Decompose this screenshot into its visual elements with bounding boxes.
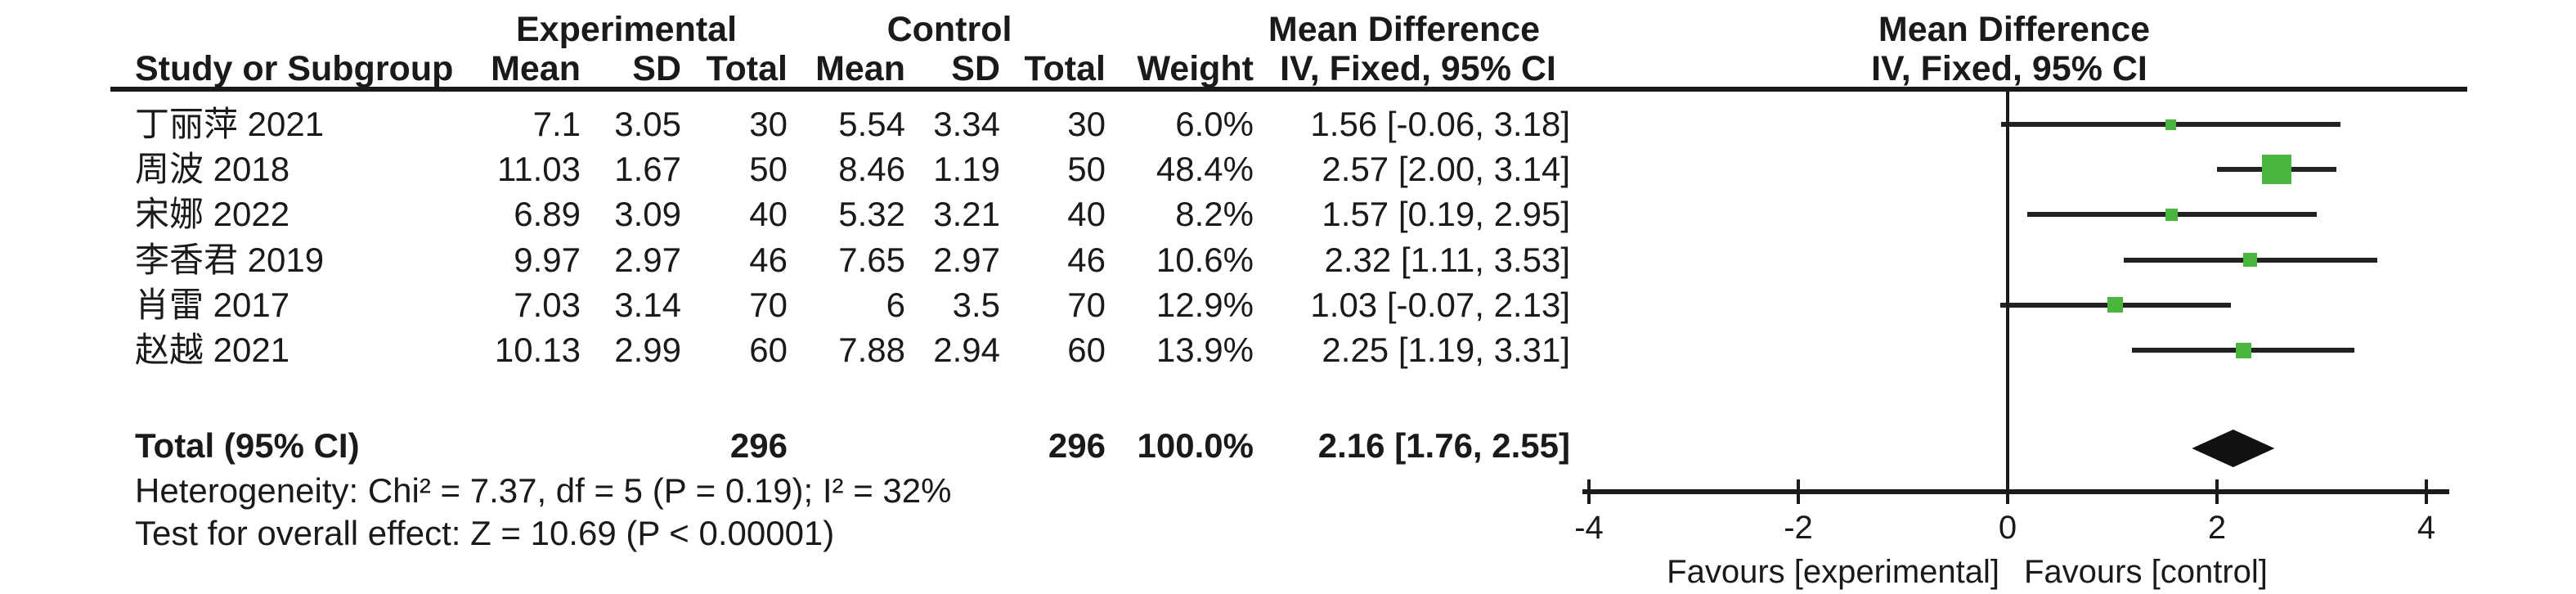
effect-square: [2107, 297, 2124, 313]
cell-sd-control: 2.94: [933, 331, 1000, 369]
cell-mean-control: 6: [886, 285, 905, 324]
effect-square: [2243, 253, 2258, 268]
cell-total-control: 60: [1067, 331, 1106, 369]
axis-tick: [2425, 479, 2428, 504]
cell-mean-experimental: 10.13: [494, 331, 581, 369]
cell-ci-text: 2.57 [2.00, 3.14]: [1322, 150, 1570, 189]
col-header-mean-experimental: Mean: [491, 49, 581, 88]
cell-sd-experimental: 3.09: [614, 195, 681, 234]
cell-weight: 12.9%: [1156, 285, 1254, 324]
cell-ci-text: 2.25 [1.19, 3.31]: [1322, 331, 1570, 369]
overall-effect-text: Test for overall effect: Z = 10.69 (P < …: [135, 514, 835, 552]
tick-label: 0: [1998, 510, 2017, 546]
cell-mean-control: 5.54: [838, 105, 905, 143]
study-name: 宋娜 2022: [135, 195, 290, 234]
axis-tick: [1587, 479, 1591, 504]
cell-total-control: 40: [1067, 195, 1106, 234]
effect-square: [2261, 155, 2291, 185]
cell-sd-control: 3.34: [933, 105, 1000, 143]
cell-sd-experimental: 3.05: [614, 105, 681, 143]
favours-experimental-label: Favours [experimental]: [1667, 554, 1999, 590]
cell-mean-control: 5.32: [838, 195, 905, 234]
cell-mean-experimental: 9.97: [514, 240, 581, 279]
cell-weight: 8.2%: [1175, 195, 1254, 234]
heterogeneity-text: Heterogeneity: Chi² = 7.37, df = 5 (P = …: [135, 471, 952, 510]
col-header-total-control: Total: [1024, 49, 1106, 88]
cell-sd-control: 1.19: [933, 150, 1000, 189]
cell-total-experimental: 60: [749, 331, 788, 369]
col-header-sd-control: SD: [951, 49, 1000, 88]
cell-total-experimental: 70: [749, 285, 788, 324]
study-name: 李香君 2019: [135, 240, 325, 279]
cell-ci-text: 2.32 [1.11, 3.53]: [1324, 240, 1570, 279]
cell-mean-control: 7.65: [838, 240, 905, 279]
cell-sd-control: 3.21: [933, 195, 1000, 234]
tick-label: -4: [1574, 510, 1604, 546]
axis-tick: [1797, 479, 1800, 504]
cell-sd-experimental: 3.14: [614, 285, 681, 324]
cell-sd-control: 2.97: [933, 240, 1000, 279]
cell-sd-experimental: 2.97: [614, 240, 681, 279]
tick-label: -2: [1784, 510, 1813, 546]
axis-tick: [2215, 479, 2219, 504]
cell-mean-experimental: 7.03: [514, 285, 581, 324]
tick-label: 4: [2417, 510, 2436, 546]
effect-square: [2165, 208, 2179, 221]
cell-total-experimental: 50: [749, 150, 788, 189]
cell-total-experimental: 30: [749, 105, 788, 143]
col-header-mean-control: Mean: [815, 49, 905, 88]
cell-mean-experimental: 6.89: [514, 195, 581, 234]
cell-sd-experimental: 2.99: [614, 331, 681, 369]
cell-total-control: 46: [1067, 240, 1106, 279]
cell-weight: 6.0%: [1175, 105, 1254, 143]
cell-ci-text: 1.57 [0.19, 2.95]: [1322, 195, 1570, 234]
cell-weight: 10.6%: [1156, 240, 1254, 279]
total-weight: 100.0%: [1137, 426, 1254, 465]
cell-total-experimental: 46: [749, 240, 788, 279]
cell-total-control: 70: [1067, 285, 1106, 324]
cell-mean-experimental: 7.1: [532, 105, 581, 143]
col-header-total-experimental: Total: [706, 49, 788, 88]
total-n-control: 296: [1048, 426, 1106, 465]
effect-square: [2165, 119, 2177, 130]
axis-tick: [2006, 479, 2009, 504]
col-header-ci-table: IV, Fixed, 95% CI: [1280, 49, 1556, 88]
cell-weight: 48.4%: [1156, 150, 1254, 189]
total-ci-text: 2.16 [1.76, 2.55]: [1317, 426, 1570, 465]
total-n-experimental: 296: [729, 426, 788, 465]
effect-square: [2235, 342, 2251, 358]
header-rule: [110, 87, 2467, 92]
cell-sd-experimental: 1.67: [614, 150, 681, 189]
group-header-control: Control: [886, 10, 1012, 49]
cell-weight: 13.9%: [1156, 331, 1254, 369]
study-name: 肖雷 2017: [135, 285, 290, 324]
zero-effect-line: [2006, 92, 2009, 494]
total-row-label: Total (95% CI): [135, 426, 360, 465]
col-header-study: Study or Subgroup: [135, 49, 454, 88]
study-name: 周波 2018: [135, 150, 290, 189]
tick-label: 2: [2207, 510, 2227, 546]
cell-mean-control: 8.46: [838, 150, 905, 189]
col-header-sd-experimental: SD: [632, 49, 681, 88]
cell-total-experimental: 40: [749, 195, 788, 234]
cell-mean-experimental: 11.03: [497, 150, 581, 189]
summary-diamond: [2192, 430, 2275, 467]
cell-sd-control: 3.5: [952, 285, 1000, 324]
x-axis-line: [1582, 489, 2449, 494]
group-header-experimental: Experimental: [515, 10, 738, 49]
plot-header-mean-difference: Mean Difference: [1878, 10, 2151, 49]
study-name: 赵越 2021: [135, 331, 290, 369]
favours-control-label: Favours [control]: [2024, 554, 2268, 590]
table-header-mean-difference: Mean Difference: [1268, 10, 1541, 49]
cell-ci-text: 1.56 [-0.06, 3.18]: [1310, 105, 1570, 143]
cell-mean-control: 7.88: [838, 331, 905, 369]
study-name: 丁丽萍 2021: [135, 105, 325, 143]
cell-total-control: 30: [1067, 105, 1106, 143]
col-header-weight: Weight: [1137, 49, 1254, 88]
cell-ci-text: 1.03 [-0.07, 2.13]: [1310, 285, 1570, 324]
cell-total-control: 50: [1067, 150, 1106, 189]
col-header-ci-plot: IV, Fixed, 95% CI: [1871, 49, 2147, 88]
